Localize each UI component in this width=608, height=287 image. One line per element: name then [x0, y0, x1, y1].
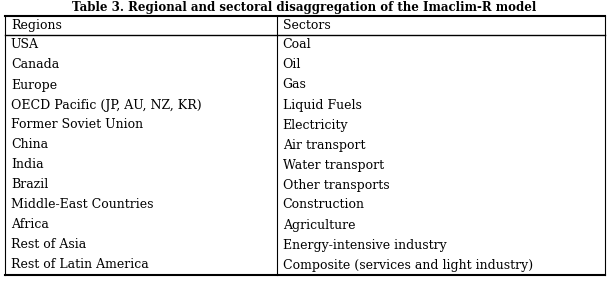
- Text: OECD Pacific (JP, AU, NZ, KR): OECD Pacific (JP, AU, NZ, KR): [11, 98, 201, 112]
- Text: USA: USA: [11, 38, 39, 51]
- Text: Coal: Coal: [283, 38, 311, 51]
- Text: Middle-East Countries: Middle-East Countries: [11, 199, 153, 212]
- Text: Air transport: Air transport: [283, 139, 365, 152]
- Text: Agriculture: Agriculture: [283, 218, 355, 232]
- Text: Rest of Asia: Rest of Asia: [11, 238, 86, 251]
- Text: Energy-intensive industry: Energy-intensive industry: [283, 238, 446, 251]
- Text: Former Soviet Union: Former Soviet Union: [11, 119, 143, 131]
- Text: Europe: Europe: [11, 79, 57, 92]
- Text: Sectors: Sectors: [283, 19, 330, 32]
- Text: Rest of Latin America: Rest of Latin America: [11, 259, 148, 272]
- Text: Other transports: Other transports: [283, 179, 389, 191]
- Text: Water transport: Water transport: [283, 158, 384, 172]
- Text: China: China: [11, 139, 48, 152]
- Text: Composite (services and light industry): Composite (services and light industry): [283, 259, 533, 272]
- Text: Construction: Construction: [283, 199, 365, 212]
- Text: Regions: Regions: [11, 19, 62, 32]
- Text: Africa: Africa: [11, 218, 49, 232]
- Text: Electricity: Electricity: [283, 119, 348, 131]
- Text: Oil: Oil: [283, 59, 301, 71]
- Text: Canada: Canada: [11, 59, 59, 71]
- Text: Liquid Fuels: Liquid Fuels: [283, 98, 362, 112]
- Text: Table 3. Regional and sectoral disaggregation of the Imaclim-R model: Table 3. Regional and sectoral disaggreg…: [72, 1, 536, 15]
- Text: Gas: Gas: [283, 79, 306, 92]
- Text: Brazil: Brazil: [11, 179, 48, 191]
- Text: India: India: [11, 158, 44, 172]
